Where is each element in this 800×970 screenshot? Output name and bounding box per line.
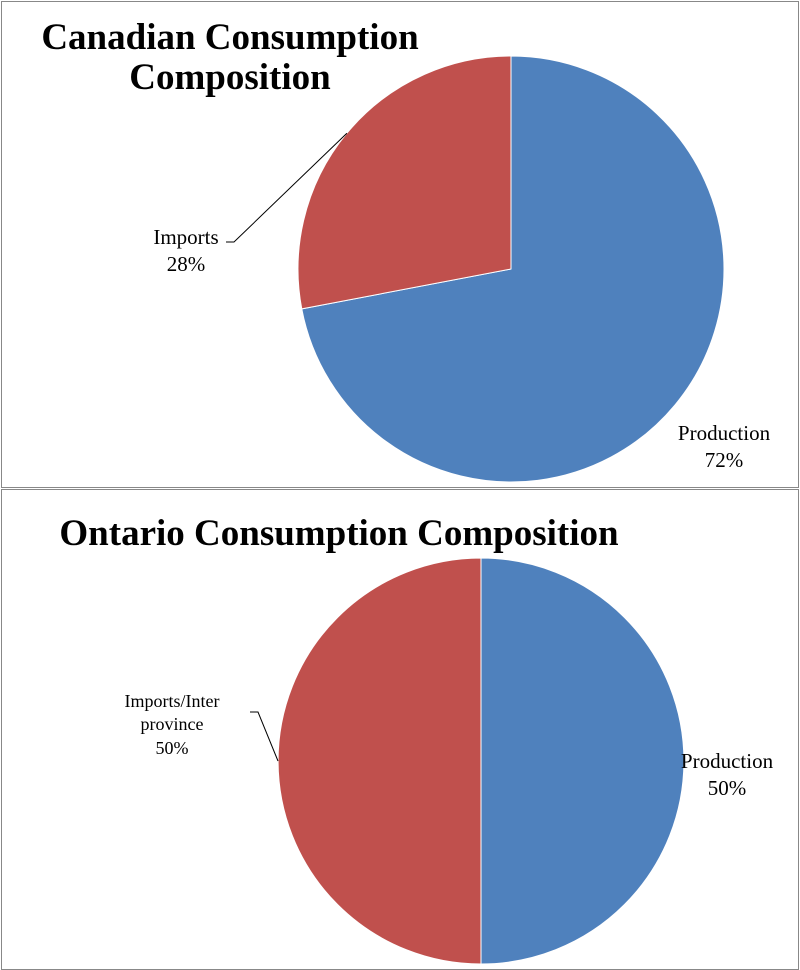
data-label: Imports 28% [126,224,246,279]
data-label: Production 50% [642,748,798,803]
pie-slice [297,55,512,310]
chart: Canadian Consumption Composition Producti… [1,1,799,488]
pie-slice [277,557,482,965]
category-label: Production [677,421,771,445]
chart-title: Ontario Consumption Composition [59,513,619,554]
chart-title: Canadian Consumption Composition [41,17,419,98]
value-label: 72% [704,448,744,473]
leader-line [250,711,279,762]
category-label: Production [680,749,774,773]
data-label: Imports/Inter province 50% [97,690,247,760]
value-label: 50% [155,737,189,758]
value-label: 28% [166,252,206,277]
plot-area [226,55,725,483]
value-label: 50% [707,776,747,801]
pie-slice [480,557,685,965]
data-label: Production 72% [639,420,798,475]
pie-slice [301,55,725,483]
leader-line [226,132,348,243]
plot-area [250,557,685,965]
chart: Ontario Consumption Composition Productio… [1,489,799,970]
category-label: Imports [153,225,219,249]
category-label: Imports/Inter province [124,691,220,735]
